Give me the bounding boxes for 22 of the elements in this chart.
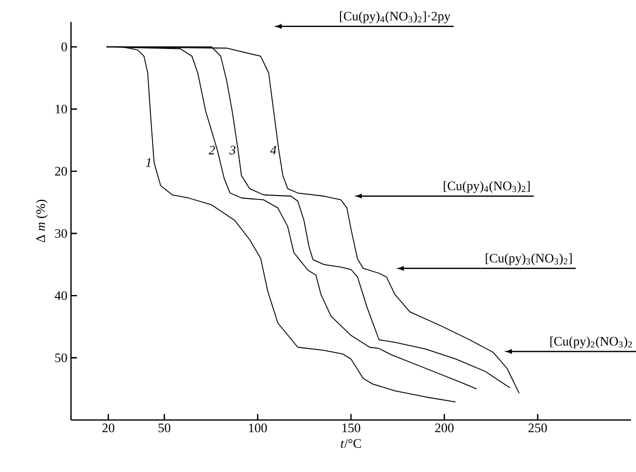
x-tick-label: 20	[102, 424, 114, 432]
x-tick-label: 150	[342, 424, 360, 432]
x-axis-title: t/°C	[340, 439, 361, 448]
x-tick-label: 250	[528, 424, 547, 432]
y-tick-label: 20	[55, 166, 67, 176]
y-tick-label: 10	[56, 104, 67, 114]
annotation: [Cu(py)$_{4}$(NO$_{3}$)$_{2}$]·2py	[340, 11, 450, 24]
y-tick-label: 50	[55, 353, 67, 362]
x-tick-label: 200	[435, 424, 454, 432]
annotation: [Cu(py)$_{2}$(NO$_{3}$)$_{2}$	[550, 336, 632, 348]
y-tick-label: 30	[55, 229, 67, 238]
series-label: 3	[229, 146, 236, 154]
series-label: 4	[270, 146, 276, 154]
y-tick-label: 0	[62, 42, 67, 52]
series-label: 2	[208, 146, 215, 154]
y-tick-label: 40	[54, 291, 67, 300]
x-tick-label: 100	[249, 424, 267, 432]
annotation: [Cu(py)$_{3}$(NO$_{3}$)$_{2}$]	[486, 253, 572, 266]
annotation: [Cu(py)$_{4}$(NO$_{3}$)$_{2}$]	[444, 181, 530, 193]
x-tick-label: 50	[158, 424, 170, 432]
series-label: 1	[146, 158, 150, 167]
y-axis-title: Δ m (%)	[36, 200, 48, 242]
